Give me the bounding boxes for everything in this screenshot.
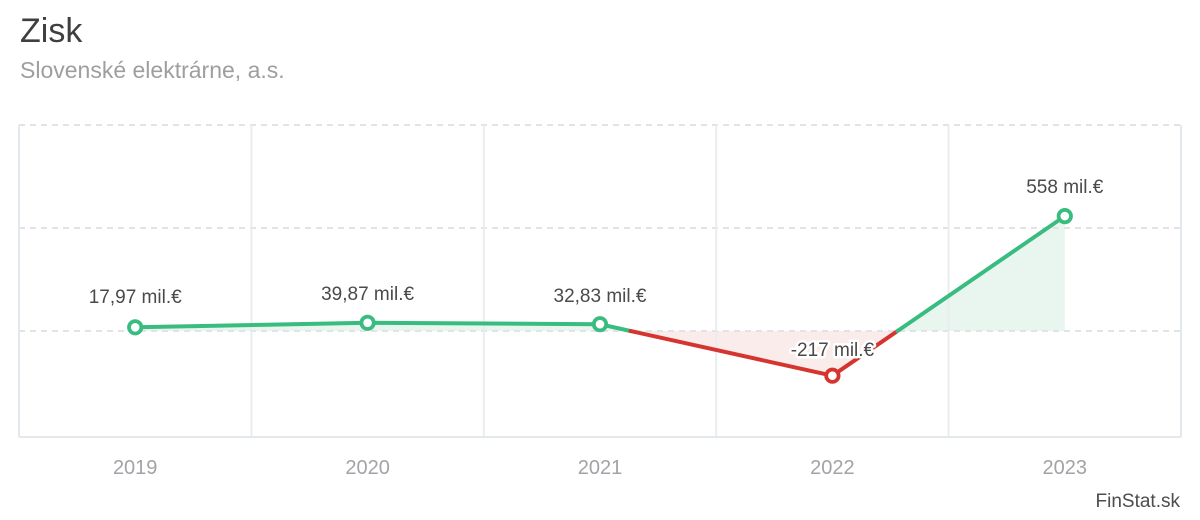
page-title: Zisk xyxy=(20,12,83,50)
vertical-gridlines xyxy=(250,125,950,437)
x-axis-label-2021: 2021 xyxy=(578,457,623,479)
value-label-2021: 32,83 mil.€ xyxy=(554,286,647,307)
negative-area-fill-2021-2023 xyxy=(630,331,898,376)
chart-header: Zisk Slovenské elektrárne, a.s. xyxy=(20,10,285,84)
page-subtitle: Slovenské elektrárne, a.s. xyxy=(20,56,285,83)
data-point-2022[interactable] xyxy=(824,367,841,384)
line-positive-2022-2023 xyxy=(895,214,1067,333)
x-axis-label-2019: 2019 xyxy=(113,457,158,479)
x-axis-label-2022: 2022 xyxy=(810,457,855,479)
value-label-2022: -217 mil.€ xyxy=(791,340,875,361)
plot-borders xyxy=(18,125,1182,438)
data-point-2023[interactable] xyxy=(1056,208,1073,225)
line-positive-2019-2021 xyxy=(133,320,633,333)
x-axis-label-2020: 2020 xyxy=(345,457,390,479)
value-label-2020: 39,87 mil.€ xyxy=(321,284,414,305)
value-label-2019: 17,97 mil.€ xyxy=(89,287,182,308)
horizontal-gridlines xyxy=(19,124,1181,332)
data-point-2021[interactable] xyxy=(591,316,609,333)
data-point-2020[interactable] xyxy=(359,314,376,331)
data-point-markers xyxy=(127,208,1073,384)
x-axis-labels: 2019 2020 2021 2022 2023 xyxy=(113,457,1087,479)
data-point-2019[interactable] xyxy=(127,319,144,336)
value-label-2023: 558 mil.€ xyxy=(1026,177,1104,198)
x-axis-label-2023: 2023 xyxy=(1043,457,1088,479)
finstat-watermark-link[interactable]: FinStat.sk xyxy=(1095,491,1180,512)
data-value-labels: 17,97 mil.€ 39,87 mil.€ 32,83 mil.€ -217… xyxy=(86,175,1106,364)
